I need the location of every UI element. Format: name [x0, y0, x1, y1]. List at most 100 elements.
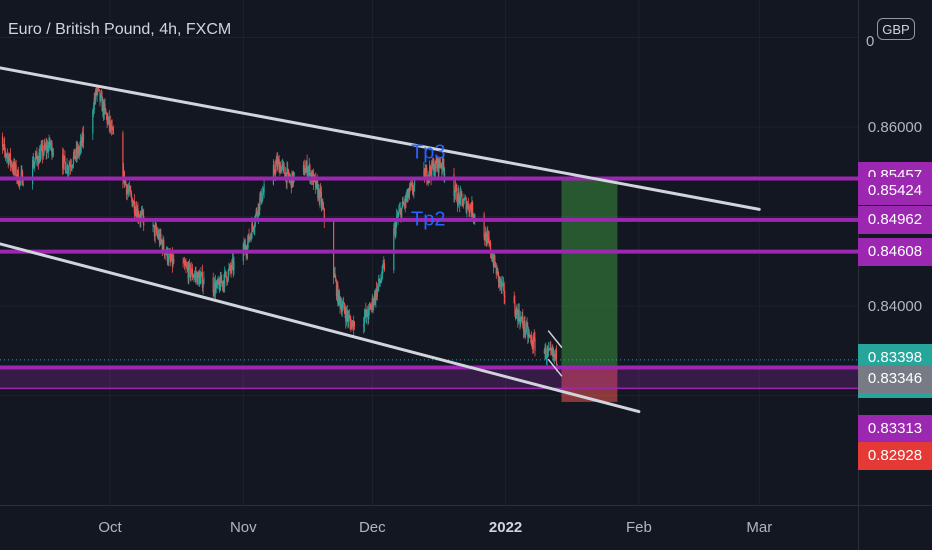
candle-body [350, 323, 353, 330]
candle-body [551, 350, 553, 354]
price-label-0-85424: 0.85424 [858, 176, 932, 205]
candle-body [459, 192, 462, 205]
candle-body [191, 268, 194, 277]
candle-body [472, 215, 474, 217]
candle-body [380, 281, 382, 283]
candle-body [341, 308, 343, 312]
candle-body [261, 200, 263, 203]
candle-body [337, 285, 339, 305]
candle-body [496, 268, 498, 275]
candle-body [468, 209, 470, 213]
candle-body [333, 221, 335, 277]
candle-body [520, 317, 522, 320]
candle-body [97, 88, 99, 90]
candle-body [348, 316, 350, 318]
candle-body [352, 320, 354, 330]
candle-body [316, 180, 318, 185]
candle-body [402, 201, 404, 205]
candle-body [469, 205, 471, 213]
candle-body [70, 166, 72, 168]
candle-body [171, 254, 173, 261]
candle-body [516, 308, 518, 313]
candle-body [46, 145, 48, 152]
candle-body [72, 164, 74, 167]
flag-upper-trendline [547, 330, 563, 348]
candle-body [527, 334, 530, 338]
candle-body [525, 331, 527, 333]
candle-body [105, 113, 108, 116]
candle-body [253, 228, 255, 230]
candle-body [135, 209, 137, 214]
candle-body [315, 178, 317, 189]
candle-body [243, 243, 245, 250]
candle-body [350, 321, 352, 330]
candle-body [2, 145, 4, 147]
candle-body [453, 173, 455, 197]
candle-body [244, 244, 246, 250]
candle-body [226, 276, 228, 282]
candle-body [431, 161, 434, 168]
candle-body [454, 192, 456, 197]
candle-body [136, 208, 138, 217]
candle-body [216, 281, 219, 285]
candle-body [231, 259, 234, 263]
y-tick-label: 0.86000 [868, 119, 922, 136]
candle-body [404, 196, 406, 206]
candle-body [262, 192, 264, 194]
candle-body [215, 285, 217, 293]
candle-body [343, 302, 345, 311]
candle-body [77, 147, 79, 155]
candle-body [213, 292, 215, 294]
candle-body [523, 320, 525, 331]
candle-body [162, 240, 164, 251]
candle-body [6, 154, 9, 156]
candle-body [346, 310, 348, 316]
candle-body [39, 151, 42, 162]
currency-badge[interactable]: GBP [877, 18, 915, 40]
candle-body [345, 314, 347, 322]
candle-body [340, 304, 343, 312]
candle-body [383, 263, 385, 266]
candle-body [471, 202, 473, 214]
candle-body [9, 153, 11, 164]
candle-body [473, 216, 475, 219]
price-label-0-84962: 0.84962 [858, 205, 932, 234]
candle-body [438, 159, 440, 173]
candle-body [101, 95, 103, 112]
candle-body [553, 353, 555, 357]
candle-body [454, 185, 457, 193]
candle-body [470, 208, 472, 214]
candle-body [462, 198, 464, 207]
candle-body [306, 161, 308, 176]
candle-body [65, 172, 67, 174]
candle-body [525, 323, 527, 332]
candle-body [333, 273, 335, 277]
candle-body [197, 272, 199, 285]
candle-body [105, 108, 107, 114]
candle-body [485, 232, 487, 246]
candle-body [224, 271, 226, 287]
candle-body [254, 223, 256, 229]
candle-body [490, 254, 492, 257]
candle-body [76, 147, 78, 155]
candle-body [282, 164, 285, 166]
candle-body [21, 171, 23, 173]
candle-body [106, 115, 108, 124]
candle-body [191, 268, 193, 274]
candle-body [394, 224, 396, 234]
candle-body [159, 233, 161, 243]
candle-body [411, 183, 414, 191]
x-tick-label: Mar [746, 519, 772, 536]
position-profit-zone [561, 178, 618, 368]
candle-body [95, 90, 97, 100]
candle-body [48, 138, 50, 147]
candle-body [92, 109, 95, 111]
price-label-0-84608: 0.84608 [858, 237, 932, 266]
candle-body [39, 152, 41, 162]
candle-body [486, 233, 488, 246]
candle-body [428, 174, 430, 176]
candle-body [436, 158, 439, 169]
candle-body [278, 159, 280, 173]
candle-body [381, 277, 383, 282]
